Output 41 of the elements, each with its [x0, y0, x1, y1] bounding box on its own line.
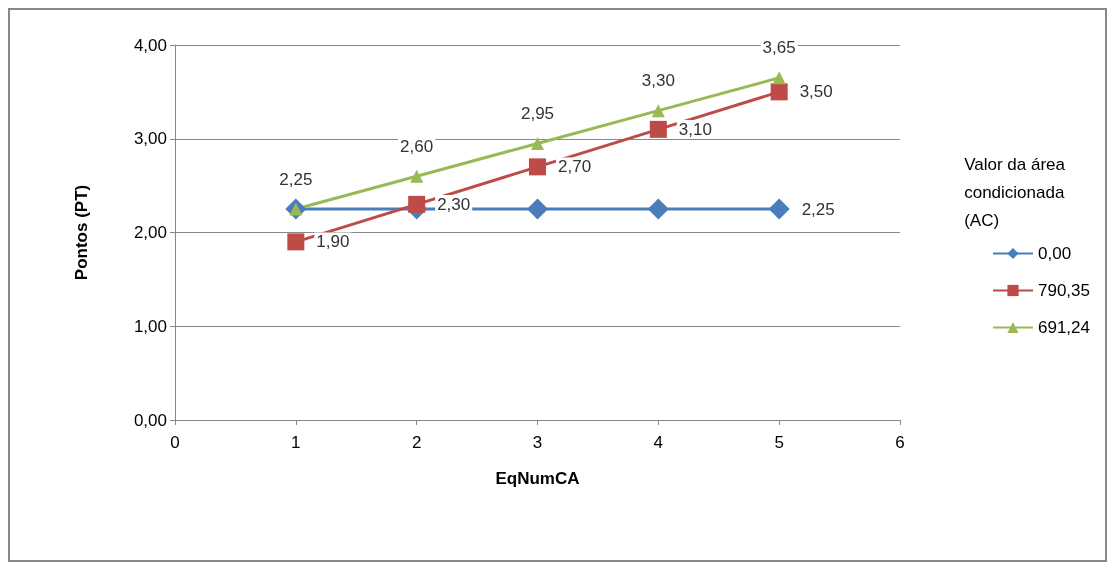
legend-label: 691,24 [1038, 318, 1090, 337]
y-tick-label: 2,00 [133, 223, 167, 242]
data-label: 3,65 [762, 38, 796, 58]
x-tick-label: 4 [653, 433, 664, 452]
x-tick-label: 0 [170, 433, 180, 452]
data-label: 1,90 [316, 232, 350, 252]
data-label: 2,70 [558, 157, 592, 177]
point [531, 136, 544, 150]
x-tick-label: 3 [532, 433, 543, 452]
y-tick-label: 3,00 [133, 129, 167, 149]
legend-label: 790,35 [1038, 281, 1090, 300]
data-label: 3,30 [641, 71, 675, 91]
y-tick-label: 0,00 [133, 410, 167, 430]
point [527, 198, 548, 220]
data-label: 3,10 [678, 119, 712, 139]
point [529, 158, 546, 176]
data-label: 2,25 [279, 169, 313, 189]
y-tick-label: 1,00 [133, 316, 167, 336]
point [770, 83, 788, 101]
point [649, 120, 667, 138]
data-label: 2,30 [437, 194, 471, 214]
point [647, 198, 669, 220]
x-tick-label: 6 [895, 433, 905, 452]
point [768, 198, 790, 220]
point [408, 195, 426, 213]
y-axis-title: Pontos (PT) [72, 184, 91, 281]
x-tick-label: 1 [291, 433, 301, 452]
point [410, 169, 424, 183]
y-tick-label: 4,00 [133, 35, 167, 55]
data-label: 3,50 [799, 82, 833, 102]
x-axis-title: EqNumCA [495, 469, 580, 488]
point [772, 71, 786, 85]
x-tick-label: 2 [411, 433, 422, 452]
legend-label: 0,00 [1038, 244, 1072, 263]
data-label: 2,25 [801, 199, 835, 219]
point [287, 233, 305, 251]
point [651, 104, 665, 118]
legend-title: Valor da área condicionada (AC) [964, 154, 1066, 230]
data-label: 2,60 [400, 136, 434, 156]
data-label: 2,95 [520, 103, 555, 123]
x-tick-label: 5 [774, 433, 784, 452]
